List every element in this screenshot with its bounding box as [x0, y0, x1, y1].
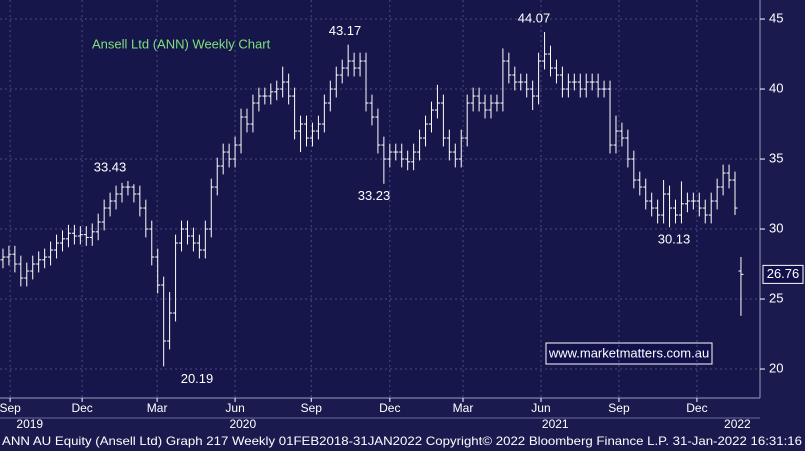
x-tick-label: Sep [608, 401, 630, 415]
chart-title: Ansell Ltd (ANN) Weekly Chart [92, 36, 271, 51]
plot-area [0, 0, 760, 398]
x-tick-label: Mar [453, 401, 474, 415]
year-label: 2020 [229, 417, 256, 431]
last-price-box [762, 264, 804, 284]
x-tick-label: Jun [225, 401, 244, 415]
y-tick-label: 25 [769, 290, 783, 305]
x-tick-label: Sep [301, 401, 323, 415]
x-tick-label: Dec [71, 401, 92, 415]
x-tick-label: Mar [147, 401, 168, 415]
last-price-label: 26.76 [767, 266, 800, 281]
y-tick-label: 30 [769, 220, 783, 235]
x-tick-label: Sep [0, 401, 21, 415]
annotation: 30.13 [658, 232, 691, 247]
year-label: 2019 [16, 417, 43, 431]
annotation: 20.19 [181, 371, 214, 386]
annotation: 44.07 [518, 10, 551, 25]
y-tick-label: 20 [769, 360, 783, 375]
watermark: www.marketmatters.com.au [548, 345, 709, 360]
year-label: 2022 [724, 417, 751, 431]
x-tick-label: Jun [531, 401, 550, 415]
watermark-box [545, 342, 713, 365]
annotation: 43.17 [329, 23, 362, 38]
annotation: 33.23 [358, 188, 391, 203]
y-tick-label: 35 [769, 150, 783, 165]
y-tick-label: 40 [769, 80, 783, 95]
x-axis-band [0, 398, 805, 434]
x-tick-label: Dec [379, 401, 400, 415]
x-tick-label: Dec [686, 401, 707, 415]
year-label: 2021 [542, 417, 569, 431]
annotation: 33.43 [94, 159, 127, 174]
y-tick-label: 45 [769, 10, 783, 25]
footer: ANN AU Equity (Ansell Ltd) Graph 217 Wee… [2, 434, 802, 448]
